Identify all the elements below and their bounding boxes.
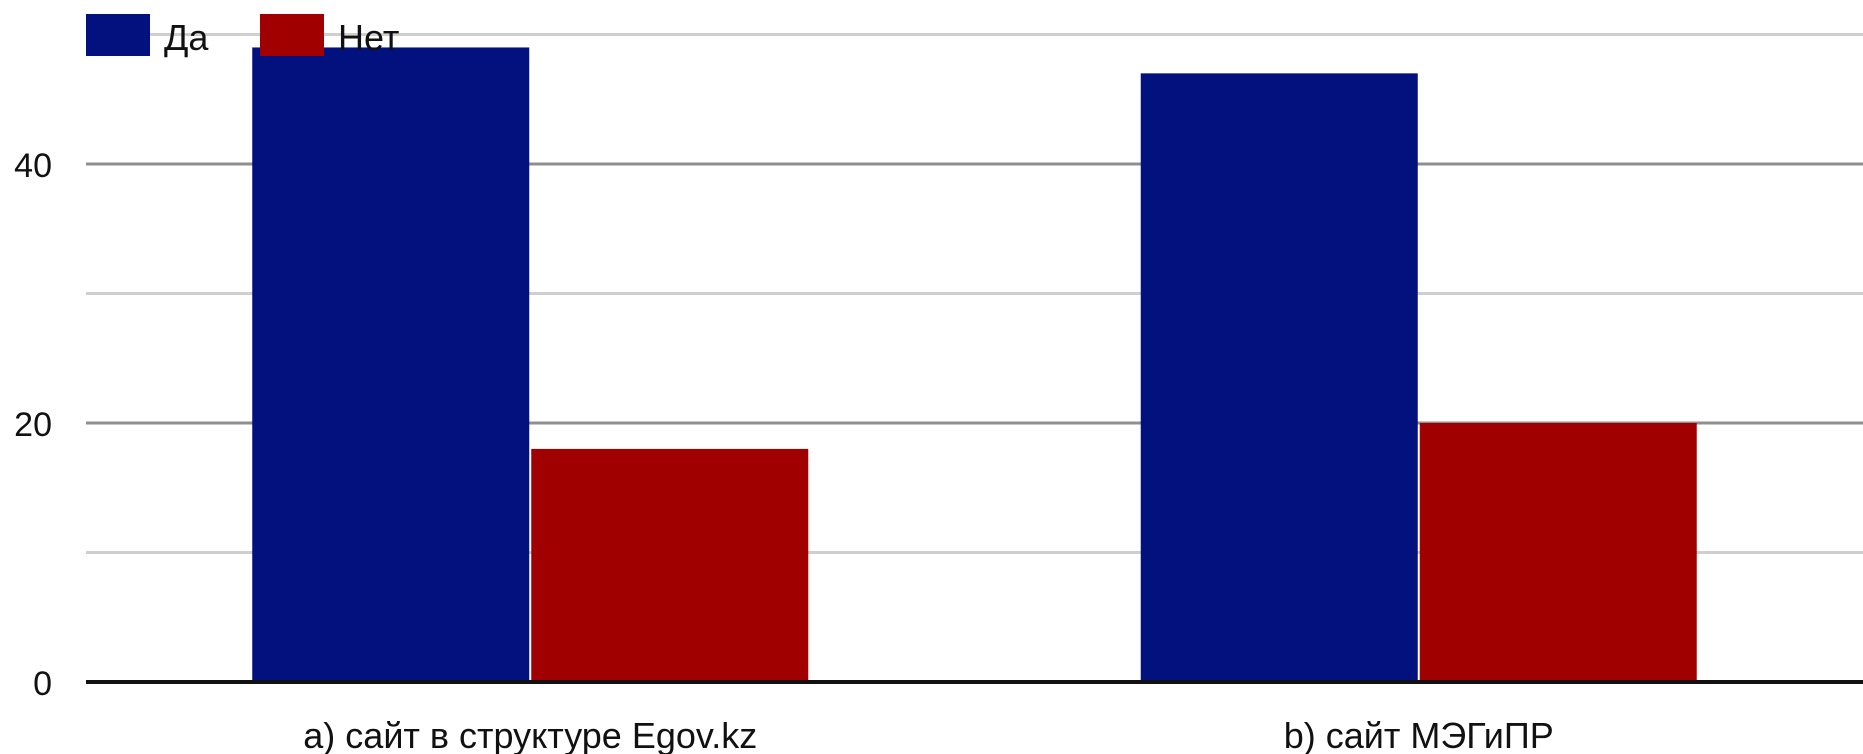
- bar-net-0: [531, 448, 809, 682]
- bar-net-1: [1419, 423, 1697, 682]
- legend-swatch-da: [86, 14, 150, 56]
- category-label: a) сайт в структуре Egov.kz: [303, 715, 757, 754]
- legend-label-da: Да: [164, 17, 209, 58]
- y-tick-labels: 0 20 40: [14, 147, 52, 703]
- y-tick-label: 0: [33, 665, 52, 703]
- category-label: b) сайт МЭГиПР: [1284, 715, 1554, 754]
- y-tick-label: 20: [14, 406, 52, 444]
- bar-da-1: [1140, 73, 1418, 683]
- y-tick-label: 40: [14, 147, 52, 185]
- bars: [252, 47, 1697, 683]
- legend-swatch-net: [260, 14, 324, 56]
- legend: Да Нет: [86, 14, 399, 58]
- bar-da-0: [252, 47, 530, 682]
- category-labels: a) сайт в структуре Egov.kz b) сайт МЭГиП…: [303, 715, 1553, 754]
- legend-label-net: Нет: [338, 17, 399, 58]
